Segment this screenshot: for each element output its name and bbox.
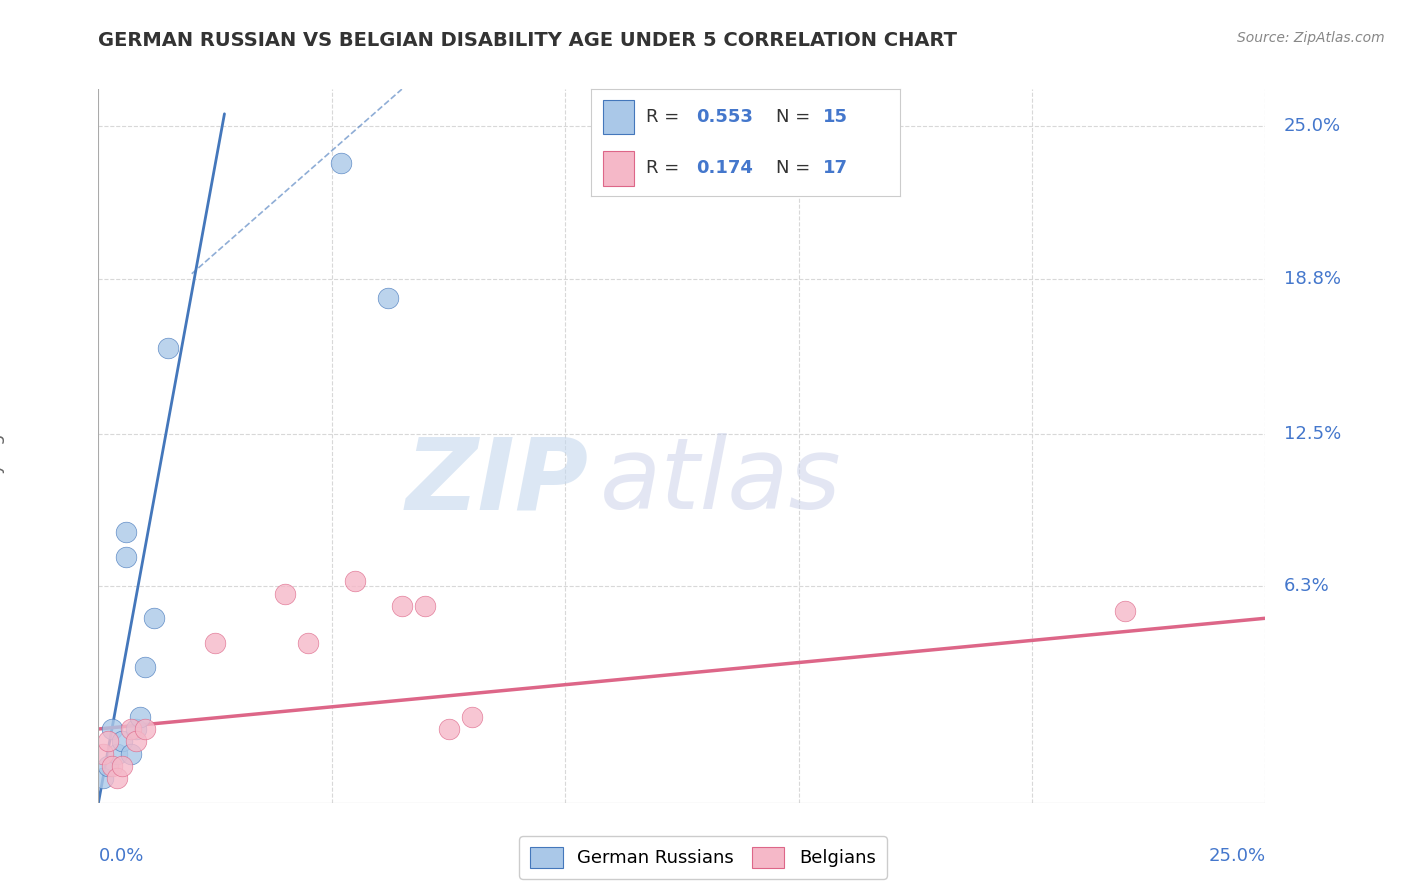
Point (125, 734, 148, 748)
Point (111, 734, 134, 748)
Text: Disability Age Under 5: Disability Age Under 5 (0, 345, 4, 547)
Point (330, 156, 353, 170)
Point (115, 525, 138, 540)
Point (105, 747, 128, 761)
Text: N =: N = (776, 108, 815, 126)
Point (101, 722, 124, 736)
Point (377, 291, 399, 305)
Point (143, 611, 166, 625)
FancyBboxPatch shape (603, 100, 634, 134)
Point (120, 747, 142, 761)
Text: 25.0%: 25.0% (1284, 117, 1341, 135)
Point (391, 599, 413, 613)
Text: GERMAN RUSSIAN VS BELGIAN DISABILITY AGE UNDER 5 CORRELATION CHART: GERMAN RUSSIAN VS BELGIAN DISABILITY AGE… (98, 31, 957, 50)
Point (115, 549, 138, 564)
Text: N =: N = (776, 160, 815, 178)
Text: 0.553: 0.553 (696, 108, 752, 126)
Point (297, 636, 319, 650)
Point (129, 709, 152, 723)
Point (157, 341, 180, 355)
Text: R =: R = (647, 160, 685, 178)
Point (413, 599, 436, 613)
Point (97, 759, 120, 773)
Text: 12.5%: 12.5% (1284, 425, 1341, 442)
Point (91, 747, 114, 761)
Point (344, 574, 367, 589)
Legend: German Russians, Belgians: German Russians, Belgians (519, 836, 887, 879)
Text: atlas: atlas (600, 434, 842, 530)
Text: Source: ZipAtlas.com: Source: ZipAtlas.com (1237, 31, 1385, 45)
Point (204, 636, 226, 650)
Point (274, 587, 297, 601)
Text: 25.0%: 25.0% (1208, 847, 1265, 865)
Point (134, 722, 156, 736)
Text: 0.0%: 0.0% (98, 847, 143, 865)
Point (105, 771, 128, 785)
Point (437, 722, 460, 736)
Point (461, 709, 484, 723)
Text: 6.3%: 6.3% (1284, 577, 1330, 595)
Text: 0.174: 0.174 (696, 160, 752, 178)
Point (120, 722, 142, 736)
Point (97, 734, 120, 748)
Text: ZIP: ZIP (405, 434, 589, 530)
Text: 17: 17 (823, 160, 848, 178)
Point (134, 660, 156, 674)
Text: 15: 15 (823, 108, 848, 126)
Point (111, 759, 134, 773)
Text: 18.8%: 18.8% (1284, 269, 1341, 288)
FancyBboxPatch shape (603, 152, 634, 186)
Text: R =: R = (647, 108, 685, 126)
Point (91, 771, 114, 785)
Point (1114, 604, 1136, 618)
Point (125, 722, 148, 736)
Point (101, 759, 124, 773)
